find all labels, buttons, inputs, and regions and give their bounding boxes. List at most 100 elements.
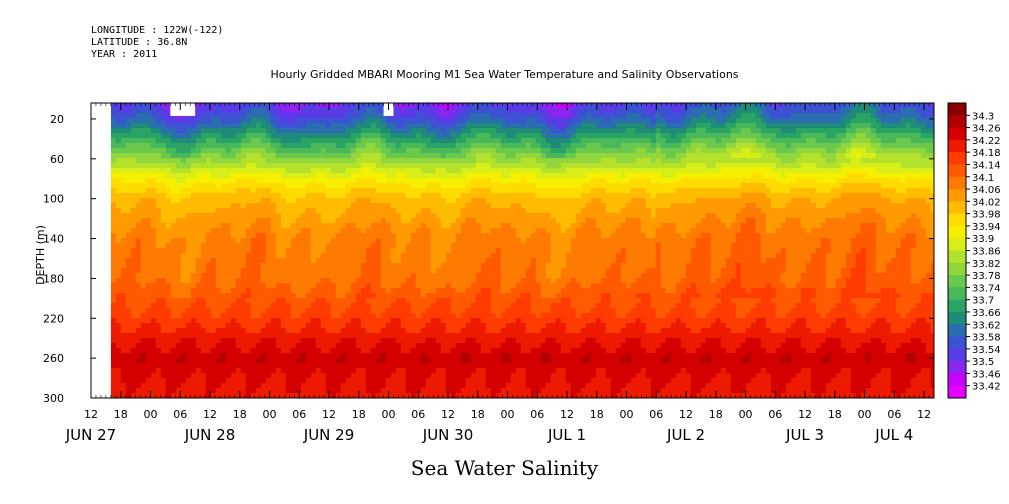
heatmap-cell	[435, 118, 442, 124]
heatmap-cell	[180, 288, 187, 294]
heatmap-cell	[440, 133, 447, 139]
heatmap-cell	[525, 153, 532, 159]
heatmap-cell	[460, 138, 467, 144]
heatmap-cell	[240, 348, 247, 354]
heatmap-cell	[290, 253, 297, 259]
heatmap-cell	[300, 198, 307, 204]
heatmap-cell	[335, 123, 342, 129]
heatmap-cell	[360, 378, 367, 384]
heatmap-cell	[370, 303, 377, 309]
heatmap-cell	[475, 138, 482, 144]
heatmap-cell	[425, 128, 432, 134]
heatmap-cell	[180, 353, 187, 359]
heatmap-cell	[115, 303, 122, 309]
heatmap-cell	[485, 363, 492, 369]
heatmap-cell	[435, 363, 442, 369]
heatmap-cell	[525, 333, 532, 339]
heatmap-cell	[470, 188, 477, 194]
heatmap-cell	[380, 208, 387, 214]
heatmap-cell	[190, 248, 197, 254]
heatmap-cell	[300, 383, 307, 389]
heatmap-cell	[390, 303, 397, 309]
heatmap-cell	[350, 288, 357, 294]
heatmap-cell	[275, 188, 282, 194]
heatmap-cell	[400, 363, 407, 369]
heatmap-cell	[115, 128, 122, 134]
heatmap-cell	[475, 323, 482, 329]
heatmap-cell	[130, 363, 137, 369]
heatmap-cell	[435, 233, 442, 239]
heatmap-cell	[525, 388, 532, 394]
heatmap-cell	[190, 308, 197, 314]
heatmap-cell	[340, 178, 347, 184]
heatmap-cell	[260, 193, 267, 199]
heatmap-cell	[445, 238, 452, 244]
heatmap-cell	[425, 133, 432, 139]
heatmap-cell	[130, 223, 137, 229]
heatmap-cell	[335, 108, 342, 114]
heatmap-cell	[285, 313, 292, 319]
heatmap-cell	[505, 328, 512, 334]
heatmap-cell	[365, 358, 372, 364]
heatmap-cell	[140, 243, 147, 249]
heatmap-cell	[385, 248, 392, 254]
heatmap-cell	[335, 268, 342, 274]
heatmap-cell	[250, 228, 257, 234]
heatmap-cell	[490, 138, 497, 144]
heatmap-cell	[350, 313, 357, 319]
heatmap-cell	[490, 203, 497, 209]
heatmap-cell	[370, 333, 377, 339]
heatmap-cell	[260, 368, 267, 374]
heatmap-cell	[515, 253, 522, 259]
heatmap-cell	[410, 323, 417, 329]
heatmap-cell	[280, 293, 287, 299]
heatmap-cell	[360, 108, 367, 114]
heatmap-cell	[360, 278, 367, 284]
heatmap-cell	[200, 153, 207, 159]
heatmap-cell	[130, 218, 137, 224]
heatmap-cell	[305, 133, 312, 139]
heatmap-cell	[280, 348, 287, 354]
heatmap-cell	[415, 378, 422, 384]
heatmap-cell	[300, 303, 307, 309]
heatmap-cell	[230, 278, 237, 284]
heatmap-cell	[420, 193, 427, 199]
heatmap-cell	[245, 253, 252, 259]
heatmap-cell	[290, 138, 297, 144]
heatmap-cell	[460, 238, 467, 244]
heatmap-cell	[345, 363, 352, 369]
heatmap-cell	[525, 243, 532, 249]
heatmap-cell	[300, 238, 307, 244]
heatmap-cell	[190, 238, 197, 244]
heatmap-cell	[110, 393, 117, 399]
heatmap-cell	[285, 283, 292, 289]
heatmap-cell	[365, 238, 372, 244]
heatmap-cell	[495, 368, 502, 374]
heatmap-cell	[285, 288, 292, 294]
heatmap-cell	[295, 308, 302, 314]
heatmap-cell	[525, 248, 532, 254]
heatmap-cell	[325, 143, 332, 149]
heatmap-cell	[430, 373, 437, 379]
heatmap-cell	[150, 383, 157, 389]
heatmap-cell	[460, 233, 467, 239]
heatmap-cell	[245, 148, 252, 154]
heatmap-cell	[225, 383, 232, 389]
heatmap-cell	[490, 393, 497, 399]
heatmap-cell	[490, 193, 497, 199]
heatmap-cell	[275, 338, 282, 344]
heatmap-cell	[305, 318, 312, 324]
heatmap-cell	[325, 203, 332, 209]
heatmap-cell	[435, 253, 442, 259]
heatmap-cell	[275, 363, 282, 369]
heatmap-cell	[205, 313, 212, 319]
heatmap-cell	[230, 293, 237, 299]
heatmap-cell	[115, 233, 122, 239]
heatmap-cell	[110, 273, 117, 279]
heatmap-cell	[280, 148, 287, 154]
heatmap-cell	[510, 293, 517, 299]
heatmap-cell	[240, 153, 247, 159]
heatmap-cell	[490, 228, 497, 234]
heatmap-cell	[495, 123, 502, 129]
heatmap-cell	[430, 393, 437, 399]
